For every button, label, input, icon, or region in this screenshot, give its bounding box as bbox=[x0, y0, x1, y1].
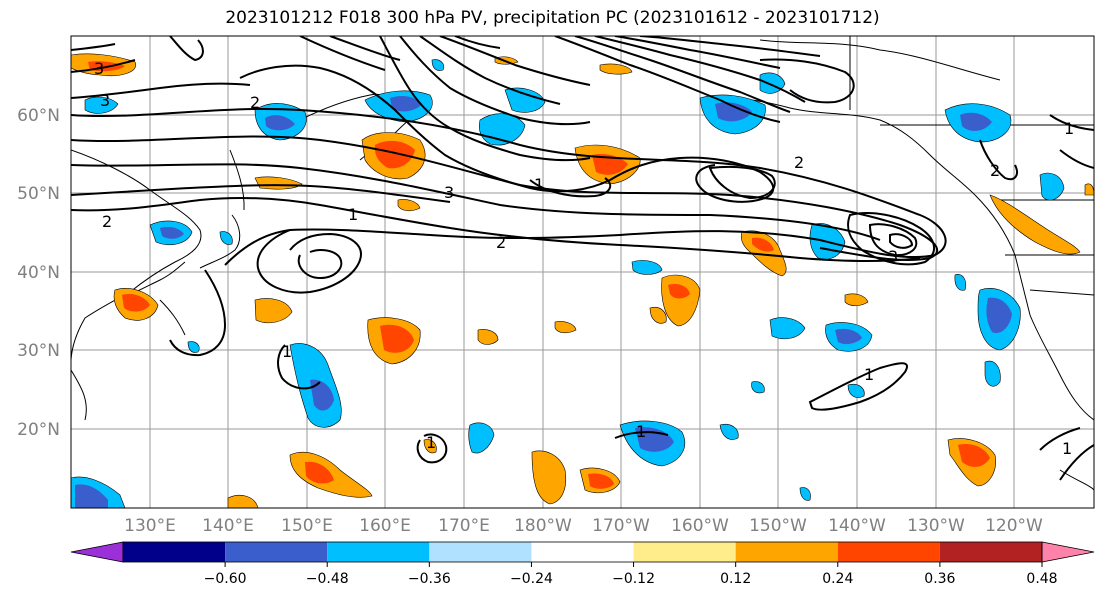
colorbar-tick-label: 0.12 bbox=[720, 571, 751, 587]
lon-label: 120°W bbox=[985, 516, 1043, 536]
lat-label: 40°N bbox=[17, 263, 60, 283]
contour-label: 1 bbox=[534, 175, 544, 194]
colorbar-segment bbox=[735, 542, 838, 562]
latitude-labels: 60°N 50°N 40°N 30°N 20°N bbox=[17, 106, 60, 440]
lon-label: 160°W bbox=[671, 516, 729, 536]
lon-label: 140°W bbox=[828, 516, 886, 536]
lat-label: 30°N bbox=[17, 341, 60, 361]
contour-label: 3 bbox=[94, 59, 104, 78]
colorbar-tick-label: −0.24 bbox=[510, 571, 553, 587]
contour-label: 2 bbox=[496, 233, 506, 252]
lon-label: 150°E bbox=[281, 516, 333, 536]
contour-label: 2 bbox=[990, 161, 1000, 180]
colorbar-segment bbox=[327, 542, 430, 562]
lon-label: 180°W bbox=[514, 516, 572, 536]
gridlines bbox=[71, 36, 1094, 508]
contour-label: 2 bbox=[794, 153, 804, 172]
contour-label: 2 bbox=[102, 212, 112, 231]
contour-labels: 3 2 1 2 3 1 1 2 3 1 2 1 3 1 1 2 1 bbox=[94, 59, 1074, 458]
contour-label: 1 bbox=[348, 205, 358, 224]
contour-label: 1 bbox=[1064, 119, 1074, 138]
lat-label: 50°N bbox=[17, 184, 60, 204]
lat-label: 60°N bbox=[17, 106, 60, 126]
contour-label: 1 bbox=[636, 422, 646, 441]
colorbar-tick-label: −0.12 bbox=[612, 571, 655, 587]
colorbar-segment bbox=[531, 542, 634, 562]
colorbar-segment bbox=[837, 542, 940, 562]
contour-label: 1 bbox=[1062, 439, 1072, 458]
colorbar-segment bbox=[225, 542, 328, 562]
precip-shading bbox=[71, 53, 1094, 508]
contour-label: 3 bbox=[100, 91, 110, 110]
lon-label: 130°W bbox=[907, 516, 965, 536]
colorbar-segment bbox=[633, 542, 736, 562]
colorbar-tick-label: 0.36 bbox=[924, 571, 955, 587]
contour-label: 1 bbox=[282, 342, 292, 361]
colorbar-segment bbox=[123, 542, 226, 562]
map-title: 2023101212 F018 300 hPa PV, precipitatio… bbox=[225, 8, 880, 28]
lon-label: 140°E bbox=[202, 516, 254, 536]
map-frame bbox=[70, 35, 1095, 509]
colorbar-segment bbox=[429, 542, 532, 562]
contour-label: 2 bbox=[250, 93, 260, 112]
contour-label: 3 bbox=[888, 247, 898, 266]
lat-label: 20°N bbox=[17, 420, 60, 440]
lon-label: 150°W bbox=[749, 516, 807, 536]
colorbar-tick-label: −0.48 bbox=[306, 571, 349, 587]
pv-contours bbox=[71, 36, 1094, 481]
lon-label: 170°E bbox=[438, 516, 490, 536]
contour-label: 1 bbox=[426, 433, 436, 452]
colorbar-segment bbox=[939, 542, 1042, 562]
colorbar: −0.60 −0.48 −0.36 −0.24 −0.12 0.12 0.24 0.36 0.4… bbox=[70, 541, 1095, 587]
colorbar-extension-high bbox=[1041, 541, 1095, 563]
contour-label: 1 bbox=[864, 365, 874, 384]
lon-label: 160°E bbox=[359, 516, 411, 536]
lon-label: 130°E bbox=[124, 516, 176, 536]
colorbar-tick-label: −0.60 bbox=[204, 571, 247, 587]
colorbar-tick-label: −0.36 bbox=[408, 571, 451, 587]
longitude-labels: 130°E 140°E 150°E 160°E 170°E 180°W 170°… bbox=[124, 516, 1043, 536]
colorbar-tick-label: 0.48 bbox=[1026, 571, 1057, 587]
colorbar-extension-low bbox=[70, 541, 124, 563]
contour-label: 3 bbox=[444, 183, 454, 202]
lon-label: 170°W bbox=[592, 516, 650, 536]
colorbar-tick-label: 0.24 bbox=[822, 571, 853, 587]
colorbar-border bbox=[122, 541, 1043, 563]
